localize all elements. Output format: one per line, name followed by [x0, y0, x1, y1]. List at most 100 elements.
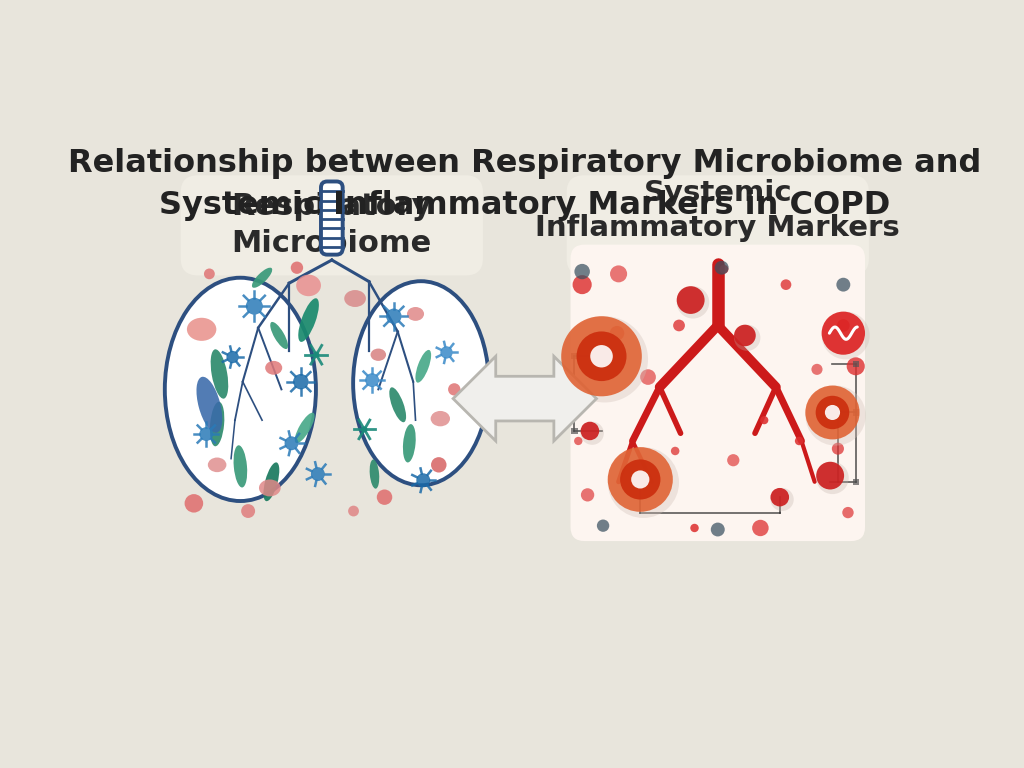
- Circle shape: [825, 405, 840, 420]
- Ellipse shape: [296, 275, 321, 296]
- Ellipse shape: [371, 349, 386, 361]
- Circle shape: [561, 316, 648, 402]
- Circle shape: [843, 507, 854, 518]
- Ellipse shape: [270, 322, 288, 349]
- Circle shape: [734, 325, 756, 346]
- Circle shape: [677, 286, 705, 314]
- Circle shape: [386, 309, 401, 324]
- Ellipse shape: [197, 377, 222, 433]
- Circle shape: [816, 462, 844, 489]
- Circle shape: [610, 266, 627, 283]
- Circle shape: [837, 319, 850, 332]
- Ellipse shape: [210, 402, 224, 446]
- Circle shape: [572, 275, 592, 294]
- Circle shape: [607, 447, 673, 511]
- Circle shape: [311, 467, 325, 481]
- Circle shape: [293, 374, 308, 389]
- Circle shape: [795, 437, 804, 445]
- Circle shape: [200, 427, 213, 441]
- Text: Respiratory
Microbiome: Respiratory Microbiome: [231, 192, 432, 258]
- Circle shape: [574, 437, 583, 445]
- Circle shape: [417, 473, 430, 487]
- Circle shape: [727, 454, 739, 466]
- Circle shape: [581, 422, 599, 440]
- Text: Systemic
Inflammatory Markers
in COPD: Systemic Inflammatory Markers in COPD: [536, 179, 900, 276]
- Circle shape: [348, 505, 359, 516]
- Circle shape: [631, 471, 649, 488]
- Polygon shape: [453, 356, 597, 441]
- Ellipse shape: [402, 424, 416, 462]
- Ellipse shape: [263, 462, 280, 502]
- Circle shape: [770, 488, 790, 506]
- Circle shape: [361, 426, 368, 432]
- Circle shape: [590, 345, 612, 367]
- Circle shape: [734, 325, 761, 351]
- Ellipse shape: [370, 459, 379, 488]
- Circle shape: [690, 524, 698, 532]
- Ellipse shape: [344, 290, 366, 307]
- Circle shape: [313, 352, 319, 358]
- Circle shape: [837, 278, 850, 292]
- Bar: [853, 478, 859, 485]
- Circle shape: [621, 459, 660, 499]
- Circle shape: [291, 262, 303, 274]
- Circle shape: [574, 264, 590, 280]
- Circle shape: [581, 488, 594, 502]
- Bar: [571, 428, 578, 434]
- Bar: [853, 361, 859, 367]
- Circle shape: [285, 436, 299, 450]
- Circle shape: [597, 519, 609, 531]
- Ellipse shape: [298, 298, 318, 342]
- FancyBboxPatch shape: [570, 245, 865, 541]
- Text: Relationship between Respiratory Microbiome and
Systemic Inflammatory Markers in: Relationship between Respiratory Microbi…: [69, 148, 981, 221]
- Bar: [853, 409, 859, 415]
- Circle shape: [811, 364, 822, 375]
- Ellipse shape: [208, 458, 226, 472]
- Circle shape: [640, 369, 656, 385]
- Circle shape: [184, 494, 203, 512]
- Ellipse shape: [416, 350, 431, 382]
- Ellipse shape: [353, 281, 488, 485]
- Circle shape: [805, 386, 859, 439]
- Ellipse shape: [265, 361, 283, 375]
- Circle shape: [607, 447, 679, 518]
- Circle shape: [831, 442, 844, 455]
- Circle shape: [780, 280, 792, 290]
- Ellipse shape: [407, 307, 424, 321]
- Circle shape: [816, 462, 849, 494]
- Circle shape: [816, 396, 849, 429]
- Ellipse shape: [187, 318, 216, 341]
- Circle shape: [241, 504, 255, 518]
- Circle shape: [377, 489, 392, 505]
- Circle shape: [246, 298, 263, 315]
- Circle shape: [561, 316, 642, 396]
- Circle shape: [770, 488, 794, 511]
- Circle shape: [720, 265, 728, 273]
- Ellipse shape: [211, 349, 228, 399]
- Circle shape: [581, 422, 604, 445]
- FancyBboxPatch shape: [321, 181, 343, 255]
- Ellipse shape: [259, 479, 281, 496]
- Circle shape: [821, 312, 865, 355]
- Circle shape: [847, 357, 865, 376]
- Circle shape: [609, 326, 625, 340]
- Circle shape: [366, 373, 379, 387]
- Circle shape: [805, 386, 866, 445]
- Circle shape: [577, 332, 627, 381]
- FancyBboxPatch shape: [566, 175, 869, 276]
- Circle shape: [753, 520, 769, 536]
- Ellipse shape: [295, 412, 314, 443]
- Circle shape: [449, 383, 461, 396]
- Circle shape: [760, 416, 768, 424]
- Circle shape: [671, 447, 679, 455]
- Ellipse shape: [389, 387, 407, 422]
- Ellipse shape: [431, 411, 450, 426]
- Circle shape: [204, 269, 215, 280]
- Ellipse shape: [165, 278, 316, 501]
- Circle shape: [677, 286, 710, 319]
- Circle shape: [711, 522, 725, 537]
- Circle shape: [673, 319, 685, 331]
- Bar: [571, 353, 578, 359]
- FancyBboxPatch shape: [180, 175, 483, 276]
- Circle shape: [431, 457, 446, 472]
